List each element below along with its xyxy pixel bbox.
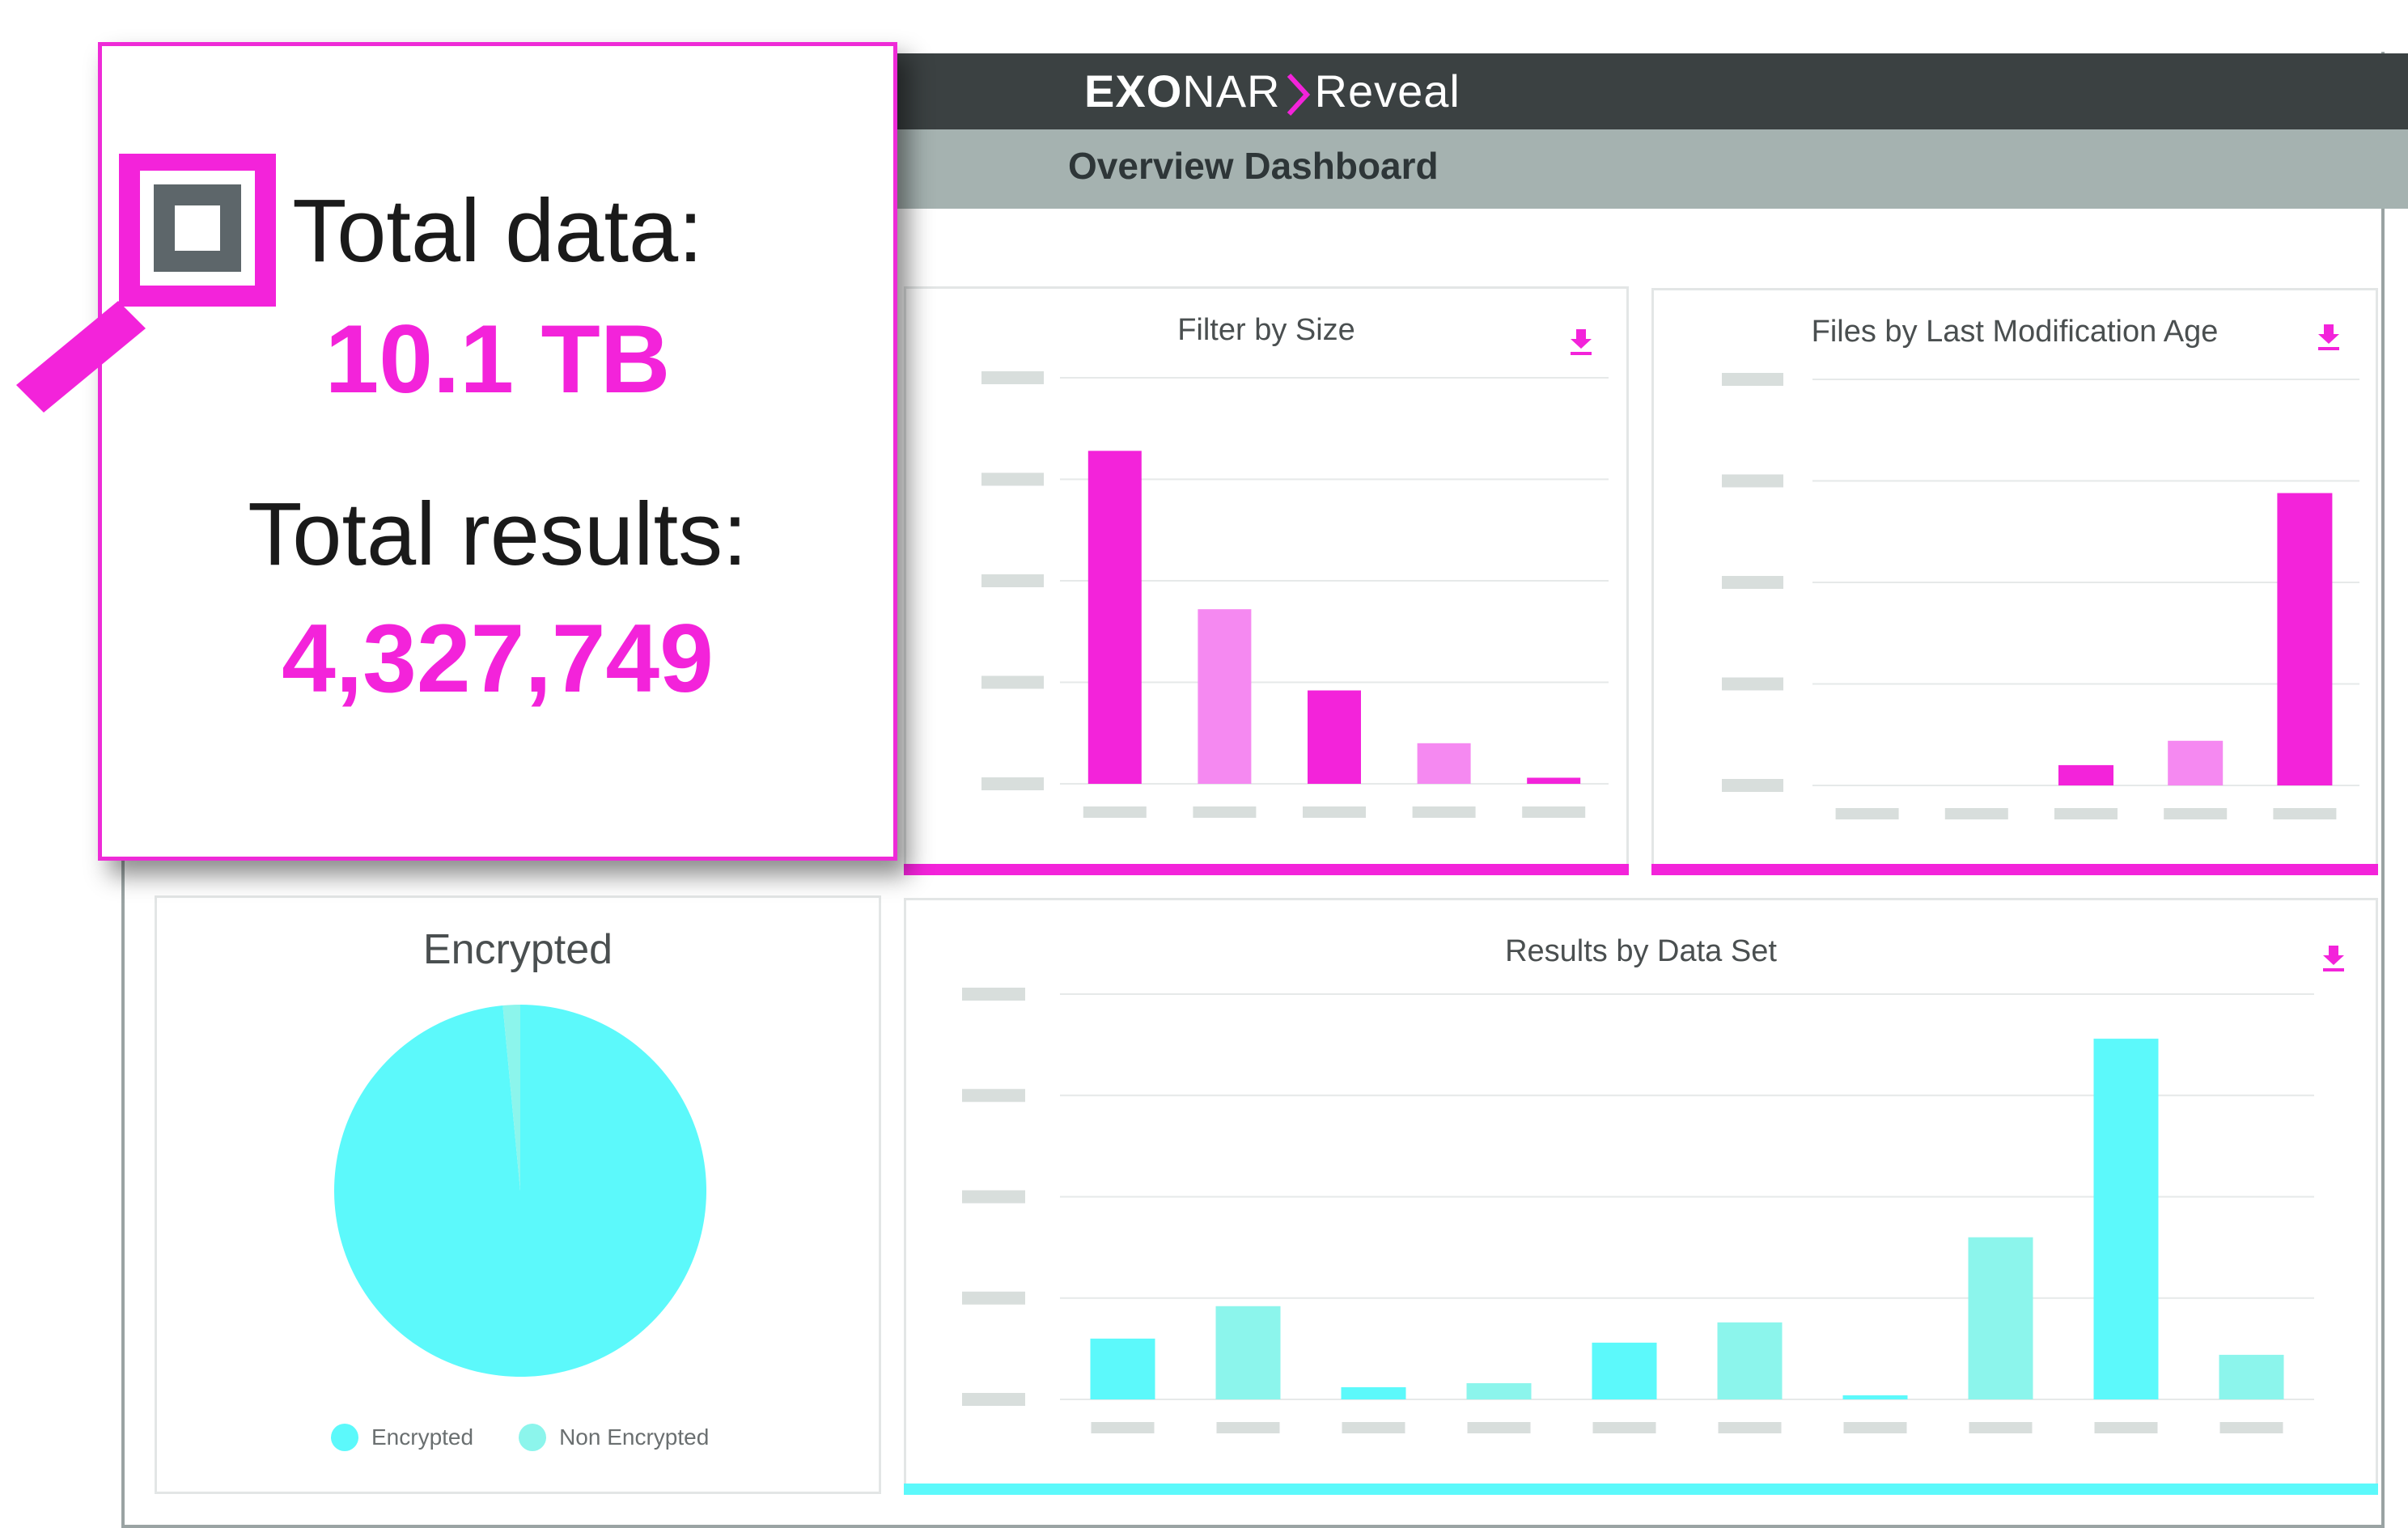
y-tick-placeholder [981, 777, 1044, 790]
x-tick-placeholder [1216, 1422, 1280, 1433]
age-panel-accent [1651, 864, 2378, 875]
magnifier-icon [16, 154, 276, 413]
app-header: EXONAR Reveal [890, 53, 2408, 129]
bar[interactable] [1417, 743, 1471, 784]
chevron-right-icon [1287, 74, 1310, 116]
app-logo[interactable]: EXONAR Reveal [1084, 65, 1460, 117]
age-panel-title: Files by Last Modification Age [1811, 315, 2219, 349]
y-tick-placeholder [962, 1393, 1025, 1406]
total-results-label: Total results: [248, 485, 748, 584]
bar[interactable] [1592, 1342, 1657, 1399]
dataset-panel-accent [904, 1484, 2378, 1495]
y-tick-placeholder [1722, 576, 1783, 589]
x-tick-placeholder [1944, 808, 2008, 819]
bar[interactable] [2219, 1354, 2284, 1399]
age-bar-chart [1722, 373, 2359, 819]
size-panel-title: Filter by Size [1177, 313, 1355, 347]
dataset-panel: Results by Data Set [904, 898, 2378, 1495]
bar[interactable] [1090, 1338, 1155, 1399]
bar[interactable] [1087, 451, 1142, 784]
logo-text-bold: EXO [1084, 66, 1183, 116]
pie-legend: Encrypted Non Encrypted [331, 1424, 709, 1451]
x-tick-placeholder [1843, 1422, 1907, 1433]
x-tick-placeholder [1193, 806, 1257, 818]
size-panel: Filter by Size [904, 286, 1629, 875]
x-tick-placeholder [1592, 1422, 1656, 1433]
age-panel: Files by Last Modification Age [1651, 288, 2378, 875]
legend-dot-icon [519, 1424, 547, 1451]
x-tick-placeholder [1522, 806, 1586, 818]
y-tick-placeholder [1722, 779, 1783, 792]
download-icon[interactable] [2322, 946, 2345, 971]
x-tick-placeholder [1083, 806, 1147, 818]
y-tick-placeholder [962, 988, 1025, 1001]
download-icon[interactable] [1570, 329, 1592, 355]
total-data-label: Total data: [292, 181, 703, 281]
x-tick-placeholder [2273, 808, 2337, 819]
bar[interactable] [1215, 1306, 1281, 1399]
x-tick-placeholder [1303, 806, 1366, 818]
dataset-bar-chart [962, 988, 2314, 1433]
x-tick-placeholder [2094, 1422, 2158, 1433]
total-results-value: 4,327,749 [282, 604, 714, 713]
legend-label: Non Encrypted [559, 1424, 710, 1450]
encrypted-panel: Encrypted Encrypted Non Encrypted [155, 895, 881, 1494]
bar[interactable] [1527, 777, 1581, 784]
bar[interactable] [1842, 1395, 1908, 1399]
y-tick-placeholder [981, 371, 1044, 384]
x-tick-placeholder [1091, 1422, 1155, 1433]
y-tick-placeholder [962, 1190, 1025, 1204]
y-tick-placeholder [1722, 677, 1783, 691]
y-tick-placeholder [981, 472, 1044, 486]
legend-label: Encrypted [371, 1424, 474, 1450]
encrypted-panel-title: Encrypted [422, 926, 613, 973]
size-bar-chart [981, 371, 1609, 818]
legend-item-non-encrypted[interactable]: Non Encrypted [519, 1424, 709, 1451]
summary-zoom-card: Total data: 10.1 TB Total results: 4,327… [98, 42, 897, 861]
total-data-value: 10.1 TB [324, 305, 671, 413]
encrypted-pie-chart [334, 1005, 706, 1377]
bar[interactable] [2168, 740, 2224, 785]
logo-text-light: NAR [1182, 66, 1281, 116]
y-tick-placeholder [962, 1089, 1025, 1103]
bar[interactable] [1198, 609, 1252, 784]
bar[interactable] [1308, 690, 1361, 784]
pie-slice[interactable] [502, 1005, 520, 1191]
logo-product: Reveal [1314, 66, 1460, 116]
page-title: Overview Dashboard [1068, 145, 1439, 187]
x-tick-placeholder [1412, 806, 1476, 818]
dataset-panel-title: Results by Data Set [1505, 934, 1777, 968]
y-tick-placeholder [981, 574, 1044, 587]
download-icon[interactable] [2317, 324, 2340, 350]
size-panel-accent [904, 864, 1629, 875]
bar[interactable] [1341, 1386, 1406, 1399]
bar[interactable] [1968, 1237, 2033, 1399]
y-tick-placeholder [981, 675, 1044, 689]
x-tick-placeholder [1342, 1422, 1405, 1433]
legend-item-encrypted[interactable]: Encrypted [331, 1424, 473, 1451]
x-tick-placeholder [2219, 1422, 2283, 1433]
x-tick-placeholder [2164, 808, 2228, 819]
y-tick-placeholder [962, 1291, 1025, 1305]
x-tick-placeholder [1835, 808, 1899, 819]
x-tick-placeholder [2054, 808, 2118, 819]
bar[interactable] [2093, 1039, 2159, 1399]
x-tick-placeholder [1467, 1422, 1531, 1433]
bar[interactable] [2058, 764, 2113, 785]
x-tick-placeholder [1969, 1422, 2033, 1433]
bar[interactable] [2277, 493, 2333, 785]
bar[interactable] [1717, 1322, 1783, 1399]
bar[interactable] [1466, 1382, 1532, 1399]
legend-dot-icon [331, 1424, 358, 1451]
page-title-bar: Overview Dashboard [890, 129, 2408, 209]
x-tick-placeholder [1718, 1422, 1782, 1433]
y-tick-placeholder [1722, 373, 1783, 386]
y-tick-placeholder [1722, 474, 1783, 488]
